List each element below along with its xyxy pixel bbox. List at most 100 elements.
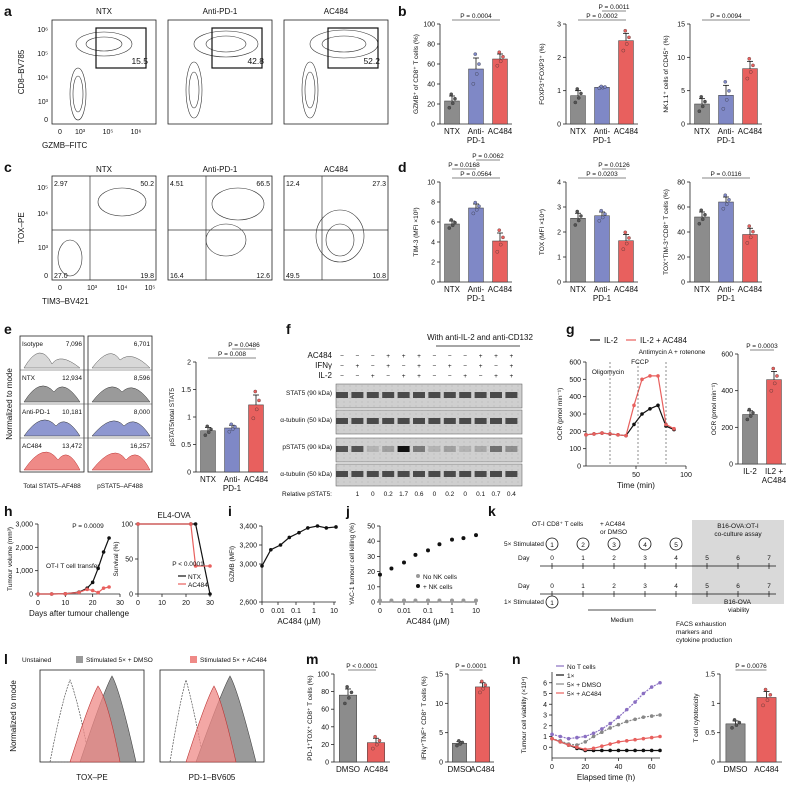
data-point — [576, 96, 581, 100]
band-tubulin — [428, 471, 441, 477]
bar — [594, 87, 610, 125]
row-label: 5× Stimulated — [504, 541, 544, 548]
data-point — [90, 588, 95, 593]
band-tubulin — [351, 471, 364, 477]
p-value: P = 0.0564 — [460, 171, 492, 178]
x-axis-label: TOX–PE — [76, 773, 107, 782]
data-point — [377, 738, 382, 743]
bar-chart-n2: 0 0.5 1 1.5 DMSO AC484 P = 0.0076 T cell cytoto… — [693, 663, 782, 774]
row-label: AC484 — [22, 443, 42, 450]
data-point — [775, 374, 779, 378]
y-tick-label: 0 — [577, 464, 581, 471]
data-point — [672, 426, 676, 431]
legend-marker — [416, 584, 420, 588]
data-point — [627, 236, 631, 240]
bar — [452, 742, 467, 763]
x-tick-label: PD-1 — [717, 136, 736, 145]
data-point — [413, 552, 418, 557]
bar — [200, 430, 216, 473]
bar — [492, 240, 508, 283]
stimulation-number: 1 — [550, 600, 554, 607]
data-point — [253, 389, 258, 394]
x-tick-label: IL2 + — [765, 467, 783, 476]
band-tubulin — [336, 418, 348, 424]
x-tick-label: PD-1 — [593, 294, 612, 303]
x-tick: 0 — [58, 129, 62, 136]
treatment-sign: − — [448, 373, 452, 380]
data-point — [723, 80, 728, 84]
y-tick-label: 30 — [367, 554, 375, 561]
data-point — [592, 432, 596, 436]
treatment-sign: − — [402, 363, 406, 370]
bar — [742, 68, 758, 125]
y-tick-label: 0.5 — [705, 730, 715, 737]
relative-value: 0.6 — [414, 491, 423, 498]
y-tick: 0 — [44, 273, 48, 280]
x-tick-label: AC484 — [244, 475, 269, 484]
x-tick-label: AC484 — [738, 127, 763, 136]
x-tick-label: 100 — [680, 472, 692, 479]
y-axis-label: T cell cytotoxicity — [693, 693, 700, 743]
day-number: 7 — [767, 583, 771, 590]
x-tick: 0 — [58, 285, 62, 292]
y-tick-label: 2 — [187, 360, 191, 367]
treatment-sign: + — [448, 363, 452, 370]
data-point — [724, 98, 729, 102]
group-title: AC484 — [324, 7, 349, 16]
y-tick: 10⁵ — [37, 185, 48, 192]
quad-tl: 2.97 — [54, 181, 68, 188]
chart-title: EL4-OVA — [157, 511, 191, 520]
timeline-title: OT-I CD8⁺ T cells — [532, 521, 584, 528]
x-tick-label: 30 — [206, 600, 214, 607]
x-tick-label: NTX — [444, 127, 461, 136]
data-point — [209, 427, 213, 432]
p-value: P = 0.0009 — [72, 523, 104, 530]
data-point — [751, 63, 755, 68]
relative-values: 1 0 0.2 1.7 0.6 0 0.2 0 0.1 0.7 0.4 — [356, 491, 517, 498]
bar — [618, 40, 634, 125]
data-point — [583, 747, 588, 752]
bar — [766, 379, 782, 465]
x-tick: 10⁵ — [103, 129, 114, 136]
band-tubulin — [474, 418, 487, 424]
y-tick-label: 60 — [677, 205, 685, 212]
data-point — [730, 726, 734, 730]
data-point — [447, 226, 452, 230]
day-number: 5 — [705, 583, 709, 590]
data-point — [297, 530, 301, 535]
data-point — [699, 95, 704, 99]
blot-label: pSTAT5 (90 kDa) — [282, 444, 332, 451]
x-tick-label: DMSO — [724, 765, 748, 774]
band-tubulin — [413, 471, 425, 477]
x-tick: 10⁶ — [131, 129, 142, 136]
series-line — [585, 375, 675, 437]
data-point — [627, 35, 631, 40]
data-point — [575, 209, 580, 214]
band-tubulin — [474, 471, 487, 477]
panel-k-timeline: OT-I CD8⁺ T cells + AC484 or DMSO B16-OV… — [504, 520, 784, 644]
data-point — [473, 52, 478, 56]
y-tick-label: 2 — [557, 55, 561, 62]
day-number: 6 — [736, 583, 740, 590]
treatment-sign: − — [463, 363, 467, 370]
annotation: Antimycin A + rotenone — [639, 349, 706, 356]
quad-tr: 27.3 — [372, 181, 386, 188]
y-tick-label: 600 — [569, 360, 581, 367]
blot-label: α-tubulin (50 kDa) — [280, 417, 332, 424]
x-tick-label: NTX — [570, 127, 587, 136]
data-point — [600, 727, 604, 731]
y-tick-label: 100 — [569, 446, 581, 453]
data-point — [649, 748, 654, 753]
y-tick-label: 3 — [543, 713, 547, 720]
treatment-sign-grid: − − − + + + − − − + + + − + − + − + − + − + − + − − + − + + − − + − + + — [340, 353, 513, 380]
y-axis-label: TIM-3 (MFI ×10³) — [413, 207, 420, 256]
stimulation-number: 5 — [674, 542, 678, 549]
x-tick-label: NTX — [200, 475, 217, 484]
data-point — [450, 537, 454, 542]
data-point — [583, 734, 588, 739]
treatment-sign: + — [402, 373, 406, 380]
quad-plot-ac484: 12.4 27.3 49.5 10.8 AC484 — [283, 165, 389, 281]
day-number: 2 — [612, 555, 616, 562]
